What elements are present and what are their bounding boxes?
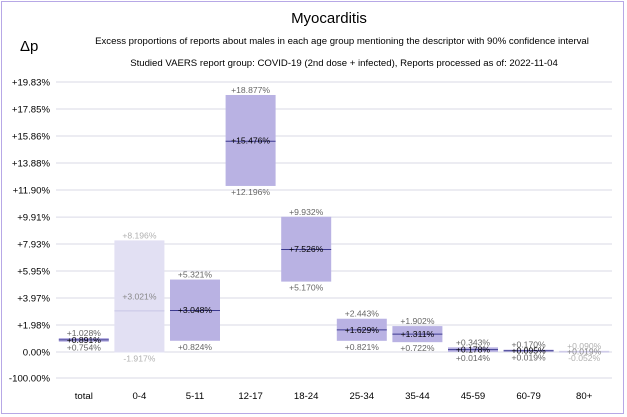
value-label: +15.476% xyxy=(231,135,270,145)
high-label: +18.877% xyxy=(231,85,270,95)
value-label: +0.891% xyxy=(67,335,102,345)
y-tick-label: +3.97% xyxy=(17,293,50,304)
low-label: +0.821% xyxy=(345,342,380,352)
value-label: +0.178% xyxy=(456,345,491,355)
high-label: +8.196% xyxy=(122,230,157,240)
y-axis-ticks: +19.83% +17.85% +15.86% +13.88% +11.90% +9.91… xyxy=(9,78,51,385)
x-tick-label: 5-11 xyxy=(186,391,205,402)
x-tick-label: total xyxy=(75,391,93,402)
y-tick-label: +9.91% xyxy=(17,213,50,224)
y-tick-label: +19.83% xyxy=(12,78,51,89)
y-tick-label: +13.88% xyxy=(12,159,51,170)
value-label: +0.095% xyxy=(512,346,547,356)
bars xyxy=(58,94,610,353)
y-tick-label: +5.95% xyxy=(17,266,50,277)
y-tick-label: 0.00% xyxy=(23,348,51,359)
low-label: +0.824% xyxy=(178,342,213,352)
y-tick-label: +7.93% xyxy=(17,240,50,251)
high-label: +0.090% xyxy=(567,341,602,351)
x-tick-label: 60-79 xyxy=(516,391,541,402)
x-tick-label: 0-4 xyxy=(132,391,147,402)
value-label: +0.019% xyxy=(567,347,602,357)
low-label: -1.917% xyxy=(123,353,155,363)
low-label: +12.196% xyxy=(231,187,270,197)
ci-bar-0-4 xyxy=(114,240,165,353)
value-label: +1.311% xyxy=(401,329,435,339)
high-label: +2.443% xyxy=(345,309,380,319)
high-label: +1.902% xyxy=(400,316,435,326)
low-label: +0.722% xyxy=(400,343,435,353)
high-label: +0.343% xyxy=(456,337,491,347)
y-axis-label: Δp xyxy=(20,38,38,55)
high-label: +5.321% xyxy=(178,270,213,280)
high-label: +0.170% xyxy=(512,340,547,350)
y-tick-label: +1.98% xyxy=(17,321,50,332)
value-label: +1.629% xyxy=(345,325,380,335)
ci-bar-12-17 xyxy=(225,94,276,186)
value-label: +7.526% xyxy=(289,244,324,254)
chart-title: Myocarditis xyxy=(291,10,367,27)
data-labels: +1.028% +0.754%+0.891% +8.196% -1.917% +3.02… xyxy=(67,85,602,364)
value-label: +3.048% xyxy=(178,305,213,315)
y-tick-label: +17.85% xyxy=(12,104,51,115)
low-label: -0.052% xyxy=(568,353,600,363)
low-label: +0.014% xyxy=(456,353,491,363)
y-tick-label: +11.90% xyxy=(13,185,51,196)
x-tick-label: 18-24 xyxy=(294,391,319,402)
high-label: +1.028% xyxy=(67,328,102,338)
value-label: +3.021% xyxy=(122,291,157,301)
chart-subtitle-2: Studied VAERS report group: COVID-19 (2n… xyxy=(130,58,558,69)
low-label: +0.019% xyxy=(512,353,547,363)
x-tick-label: 25-34 xyxy=(350,391,375,402)
low-label: +0.754% xyxy=(67,343,102,353)
chart-subtitle: Excess proportions of reports about male… xyxy=(95,36,589,47)
x-tick-label: 45-59 xyxy=(461,391,486,402)
x-tick-label: 35-44 xyxy=(405,391,430,402)
low-label: +5.170% xyxy=(289,283,324,293)
high-label: +9.932% xyxy=(289,207,324,217)
y-tick-label: -100.00% xyxy=(9,374,51,385)
x-axis-ticks: total 0-4 5-11 12-17 18-24 25-34 35-44 45-59 60-… xyxy=(75,391,593,402)
x-tick-label: 80+ xyxy=(576,391,593,402)
y-tick-label: +15.86% xyxy=(12,132,51,143)
x-tick-label: 12-17 xyxy=(238,391,263,402)
